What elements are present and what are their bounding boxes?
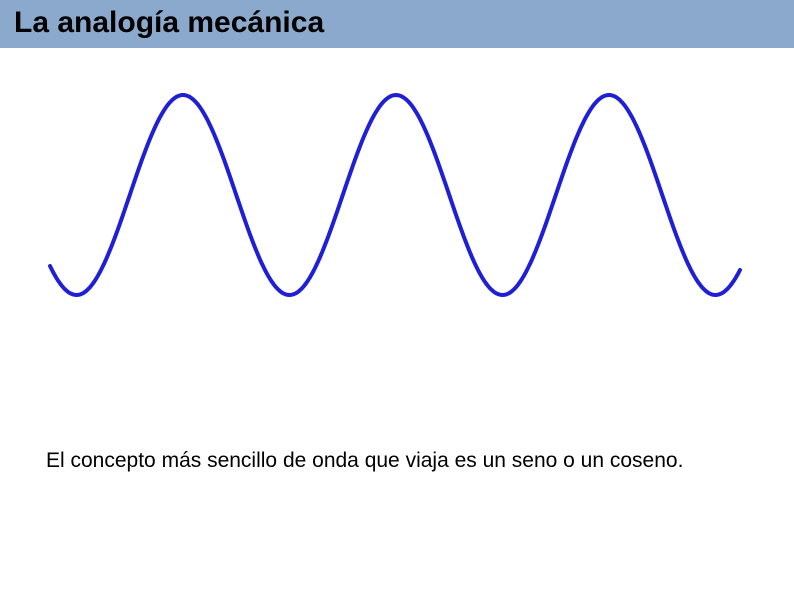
sine-wave-icon xyxy=(40,80,750,360)
slide: La analogía mecánica El concepto más sen… xyxy=(0,0,794,595)
title-bar: La analogía mecánica xyxy=(0,0,794,48)
caption-text: El concepto más sencillo de onda que via… xyxy=(46,448,716,475)
wave-diagram xyxy=(40,80,750,360)
slide-title: La analogía mecánica xyxy=(14,6,324,39)
